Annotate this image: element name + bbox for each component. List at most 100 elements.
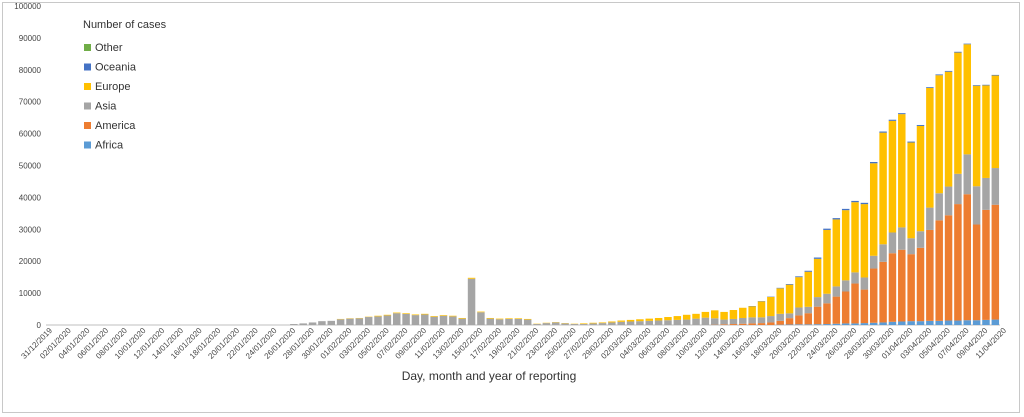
bar-segment-america (907, 254, 915, 322)
bar-segment-oceania (869, 161, 878, 164)
bar-segment-europe (495, 318, 504, 320)
bar-segment-oceania (991, 74, 1000, 76)
bar-segment-america (795, 315, 803, 325)
bar-segment-america (926, 229, 934, 321)
x-axis: 31/12/201902/01/202004/01/202006/01/2020… (19, 326, 1008, 361)
bar-segment-europe (374, 315, 382, 317)
bar-segment-america (972, 224, 981, 321)
bar-segment-asia (290, 324, 298, 325)
bar-segment-asia (813, 297, 822, 307)
y-tick-label: 70000 (19, 98, 42, 107)
bar-segment-oceania (907, 141, 915, 143)
bar-segment-africa (860, 323, 869, 325)
bar-segment-america (757, 323, 766, 325)
bar-segment-asia (645, 320, 653, 325)
bar-segment-asia (804, 306, 812, 314)
legend-title: Number of cases (83, 19, 167, 31)
bar-segment-europe (748, 306, 756, 318)
bar-segment-asia (935, 193, 943, 221)
bar-segment-europe (954, 52, 962, 174)
bar-segment-europe (804, 271, 812, 307)
bar-segment-america (841, 291, 850, 324)
y-tick-label: 0 (37, 321, 42, 330)
bar-segment-asia (888, 232, 897, 254)
y-tick-label: 60000 (19, 130, 42, 139)
bar-segment-europe (617, 320, 625, 322)
bar-segment-asia (449, 316, 457, 325)
bar-segment-europe (523, 318, 532, 320)
bar-segment-europe (589, 322, 597, 324)
bar-segment-europe (458, 317, 466, 319)
bar-segment-asia (944, 186, 953, 216)
y-tick-label: 90000 (19, 34, 42, 43)
bar-segment-asia (551, 322, 560, 325)
bar-segment-america (832, 296, 841, 324)
bar-segment-europe (392, 312, 401, 314)
bar-segment-europe (757, 301, 766, 318)
bar-segment-oceania (841, 208, 850, 211)
bar-segment-asia (739, 317, 747, 324)
bar-segment-asia (682, 319, 691, 325)
bar-segment-asia (439, 315, 448, 325)
bar-segment-europe (776, 288, 784, 314)
bar-segment-america (982, 209, 990, 320)
bar-segment-oceania (972, 85, 981, 86)
y-tick-label: 30000 (19, 225, 42, 234)
bar-segment-asia (346, 318, 354, 325)
bar-segment-africa (935, 320, 943, 325)
bar-segment-europe (664, 317, 672, 321)
bar-segment-europe (888, 120, 897, 233)
bar-segment-asia (954, 173, 962, 205)
bar-segment-africa (813, 324, 822, 325)
bar-segment-asia (542, 323, 551, 325)
legend-swatch-america (84, 122, 91, 129)
bar-segment-asia (626, 321, 635, 325)
bar-segment-asia (580, 324, 588, 325)
bar-segment-america (869, 268, 878, 323)
bar-segment-africa (879, 322, 887, 325)
bar-segment-asia (991, 168, 1000, 205)
bar-segment-europe (477, 311, 485, 313)
bar-segment-asia (860, 277, 869, 290)
bar-segment-asia (561, 323, 569, 325)
bar-segment-africa (926, 320, 934, 325)
bar-segment-asia (570, 324, 579, 325)
bar-segment-europe (467, 277, 476, 279)
bar-segment-asia (318, 321, 326, 325)
bar-segment-oceania (888, 119, 897, 121)
bar-segment-asia (907, 238, 915, 255)
bar-segment-europe (926, 87, 934, 208)
bar-segment-america (935, 220, 943, 321)
bar-segment-africa (888, 321, 897, 325)
bar-segment-africa (795, 324, 803, 325)
legend-swatch-europe (84, 83, 91, 90)
bar-segment-africa (972, 320, 981, 325)
y-tick-label: 50000 (19, 162, 42, 171)
bar-segment-europe (673, 316, 682, 320)
bar-segment-america (888, 253, 897, 322)
bar-segment-america (963, 194, 971, 321)
bar-segment-asia (411, 315, 420, 325)
bar-segment-africa (823, 324, 831, 325)
bar-segment-europe (729, 310, 738, 319)
x-axis-label: Day, month and year of reporting (402, 369, 577, 383)
legend-label-europe: Europe (95, 81, 130, 93)
bar-segment-europe (832, 219, 841, 287)
bar-segment-oceania (982, 84, 990, 86)
bar-segment-europe (505, 318, 513, 319)
bar-segment-africa (869, 322, 878, 325)
chart-frame (2, 2, 1020, 413)
bar-segment-europe (701, 311, 710, 318)
bar-segment-europe (710, 310, 719, 319)
bar-segment-oceania (963, 43, 971, 45)
bar-segment-asia (299, 323, 307, 325)
bar-segment-asia (383, 315, 392, 325)
bar-segment-asia (355, 318, 364, 325)
legend-label-america: America (95, 120, 136, 132)
bar-segment-oceania (804, 270, 812, 272)
y-axis: 0 10000 20000 30000 40000 50000 60000 70000 8000… (14, 2, 1000, 330)
bar-segment-america (916, 247, 925, 322)
bar-segment-asia (486, 318, 494, 325)
bar-segment-asia (608, 322, 616, 325)
